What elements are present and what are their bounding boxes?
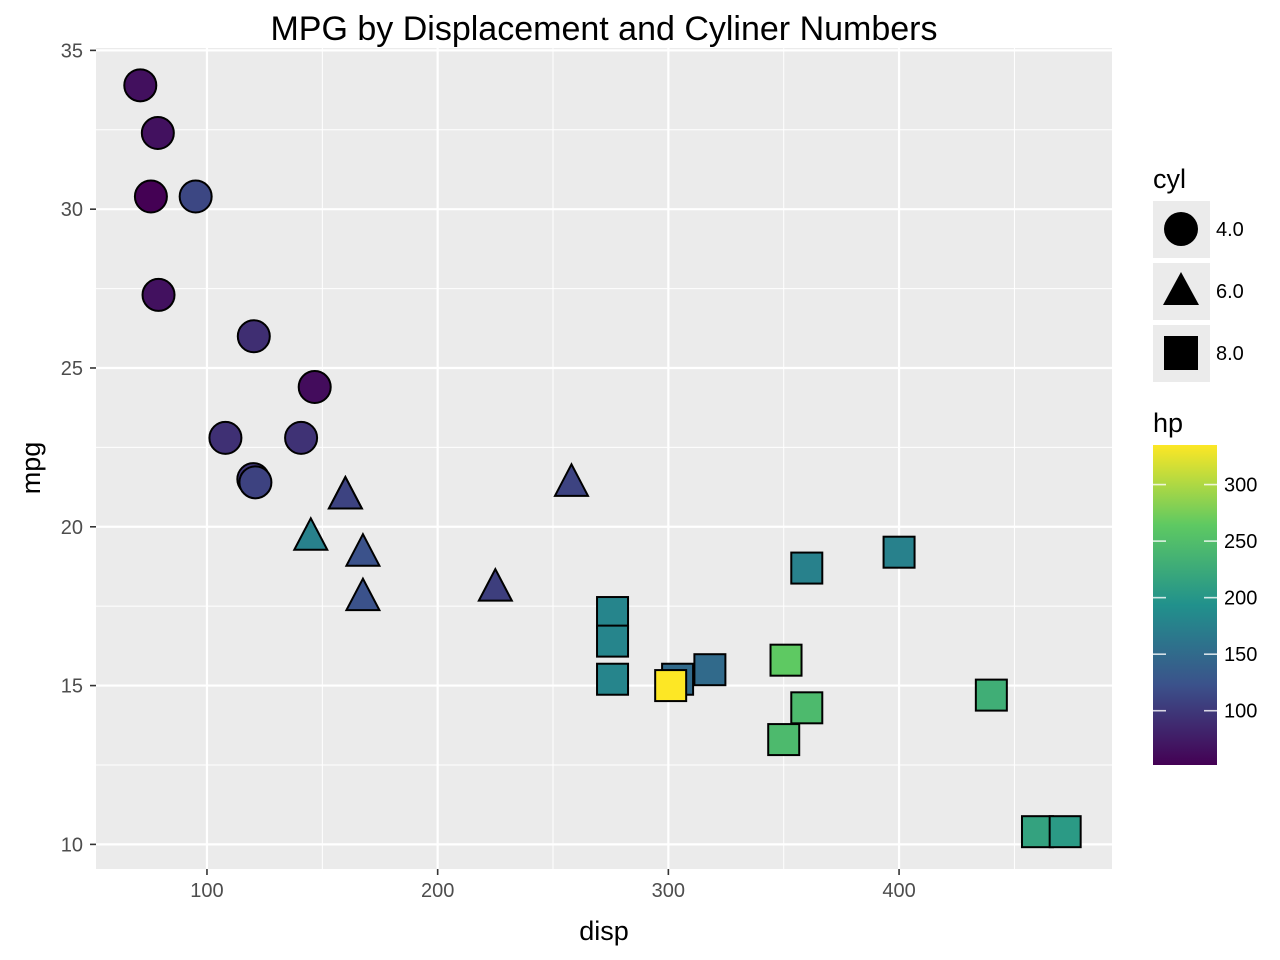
- colorbar-tick-label: 200: [1224, 588, 1257, 610]
- y-tick-label: 25: [61, 358, 83, 380]
- data-point: [1020, 815, 1054, 849]
- x-tick-label: 100: [190, 880, 223, 902]
- legend-circle-icon: [1164, 212, 1198, 246]
- legend-cyl-label: 4.0: [1216, 219, 1244, 241]
- data-point: [477, 566, 514, 602]
- legend-cyl-label: 8.0: [1216, 343, 1244, 365]
- x-axis: 100 200 300 400: [190, 869, 916, 902]
- data-point: [344, 532, 382, 567]
- data-points: [123, 68, 1082, 849]
- data-point: [790, 551, 824, 585]
- y-tick-label: 20: [61, 517, 83, 539]
- data-point: [141, 277, 176, 312]
- plot-panel: [96, 48, 1112, 869]
- y-tick-label: 10: [61, 834, 83, 856]
- data-point: [140, 115, 175, 150]
- x-tick-label: 400: [882, 880, 915, 902]
- hp-colorbar-ticks: 100 150 200 250 300: [1153, 475, 1257, 723]
- grid-major: [96, 48, 1112, 869]
- data-point: [654, 669, 688, 703]
- legend-cyl-entries: 4.0 6.0 8.0: [1153, 201, 1244, 382]
- legend-cyl: cyl 4.0 6.0 8.0: [1153, 164, 1244, 382]
- x-tick-label: 300: [652, 880, 685, 902]
- data-point: [297, 370, 332, 405]
- data-point: [133, 179, 168, 214]
- data-point: [882, 535, 916, 569]
- data-point: [693, 653, 727, 687]
- colorbar-tick-label: 250: [1224, 531, 1257, 553]
- data-point: [553, 462, 590, 497]
- legend-hp-title: hp: [1153, 408, 1183, 438]
- data-point: [236, 319, 271, 354]
- data-point: [790, 691, 824, 725]
- legend-square-icon: [1164, 336, 1198, 370]
- y-tick-label: 30: [61, 199, 83, 221]
- legend-triangle-icon: [1163, 272, 1199, 305]
- data-point: [596, 596, 630, 630]
- data-point: [123, 68, 158, 103]
- chart-title: MPG by Displacement and Cyliner Numbers: [270, 10, 937, 48]
- y-tick-label: 15: [61, 676, 83, 698]
- data-point: [208, 420, 243, 455]
- data-point: [284, 420, 319, 455]
- data-point: [292, 516, 329, 551]
- data-point: [238, 465, 273, 500]
- x-tick-label: 200: [421, 880, 454, 902]
- data-point: [178, 179, 213, 214]
- colorbar-tick-label: 300: [1224, 475, 1257, 497]
- data-point: [769, 643, 803, 677]
- data-point: [1048, 815, 1082, 849]
- data-point: [596, 662, 630, 696]
- colorbar-tick-label: 100: [1224, 701, 1257, 723]
- data-point: [344, 576, 382, 612]
- legend-cyl-title: cyl: [1153, 164, 1186, 194]
- hp-colorbar: [1153, 445, 1217, 765]
- y-tick-label: 35: [61, 40, 83, 62]
- legend-hp: hp 100 150 200 250 300: [1153, 408, 1257, 765]
- data-point: [974, 678, 1008, 712]
- y-axis-title: mpg: [16, 442, 46, 495]
- y-axis: 10 15 20 25 30 35: [61, 40, 96, 856]
- data-point: [327, 474, 364, 510]
- colorbar-tick-label: 150: [1224, 644, 1257, 666]
- data-point: [767, 723, 801, 757]
- x-axis-title: disp: [579, 916, 629, 946]
- legend-cyl-label: 6.0: [1216, 281, 1244, 303]
- data-point: [596, 624, 630, 658]
